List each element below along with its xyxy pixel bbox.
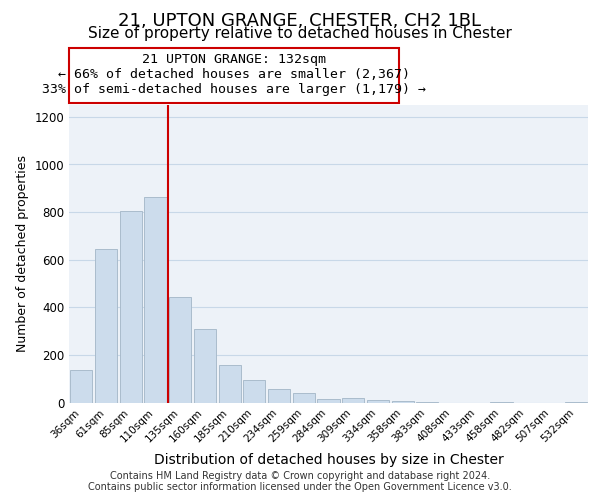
Text: 33% of semi-detached houses are larger (1,179) →: 33% of semi-detached houses are larger (… [42,84,426,96]
Bar [342,398,364,402]
Bar [95,249,117,402]
Text: Contains HM Land Registry data © Crown copyright and database right 2024.
Contai: Contains HM Land Registry data © Crown c… [88,471,512,492]
Bar [119,211,142,402]
Bar [293,392,315,402]
Bar [268,390,290,402]
Bar [145,196,167,402]
Bar [367,400,389,402]
Y-axis label: Number of detached properties: Number of detached properties [16,155,29,352]
Text: ← 66% of detached houses are smaller (2,367): ← 66% of detached houses are smaller (2,… [58,68,410,82]
X-axis label: Distribution of detached houses by size in Chester: Distribution of detached houses by size … [154,452,503,466]
Text: Size of property relative to detached houses in Chester: Size of property relative to detached ho… [88,26,512,41]
Bar [70,370,92,402]
Bar [243,380,265,402]
Text: 21, UPTON GRANGE, CHESTER, CH2 1BL: 21, UPTON GRANGE, CHESTER, CH2 1BL [119,12,482,30]
Bar [218,365,241,403]
Bar [194,328,216,402]
Bar [317,399,340,402]
Bar [169,296,191,403]
Text: 21 UPTON GRANGE: 132sqm: 21 UPTON GRANGE: 132sqm [142,54,326,66]
